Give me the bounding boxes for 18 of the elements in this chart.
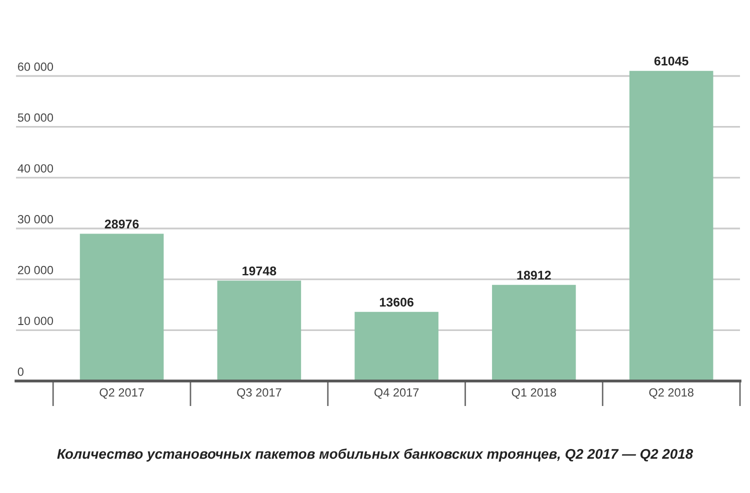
y-tick-label: 0 [18, 368, 24, 376]
y-tick-label: 10 000 [18, 316, 54, 326]
x-tick-label: Q2 2017 [100, 388, 144, 399]
data-label: 13606 [380, 298, 414, 307]
data-label: 28976 [104, 220, 139, 228]
y-tick-label: 50 000 [18, 113, 54, 122]
x-tick-label: Q3 2017 [237, 388, 282, 399]
data-label: 18912 [517, 270, 551, 280]
y-tick-label: 40 000 [18, 164, 54, 173]
x-tick-label: Q2 2018 [649, 388, 694, 399]
text: Количество установочных пакетов мобильных банковских троянцев, Q2 2017 — Q2 2018 [57, 448, 694, 462]
y-tick-label: 30 000 [18, 215, 54, 224]
x-tick-label: Q4 2017 [374, 388, 419, 399]
data-label: 19748 [242, 266, 276, 276]
y-tick-label: 20 000 [18, 266, 54, 274]
y-tick-label: 60 000 [18, 62, 54, 71]
x-tick-label: Q1 2018 [512, 388, 556, 399]
data-label: 61045 [654, 56, 688, 66]
